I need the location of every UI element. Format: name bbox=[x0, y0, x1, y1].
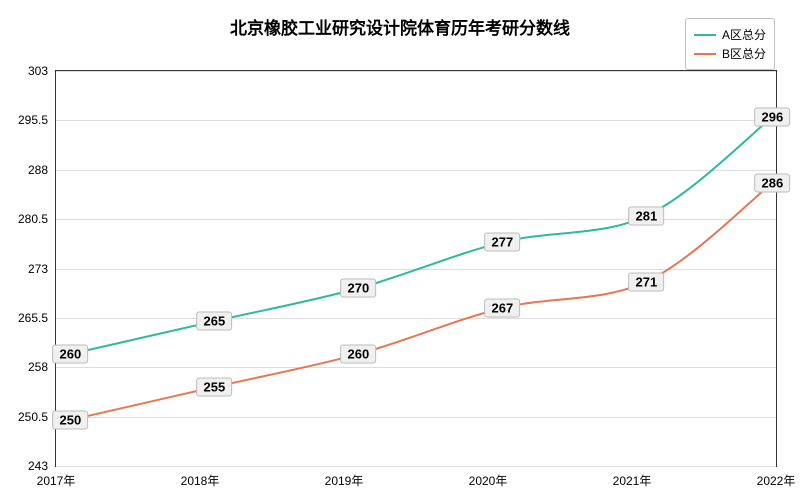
data-label: 260 bbox=[53, 345, 89, 364]
ytick-label: 250.5 bbox=[18, 410, 56, 424]
data-label: 286 bbox=[755, 173, 791, 192]
legend-item-a: A区总分 bbox=[694, 26, 766, 43]
data-label: 250 bbox=[53, 410, 89, 429]
ytick-label: 273 bbox=[28, 262, 56, 276]
xtick-label: 2022年 bbox=[757, 466, 796, 489]
legend-line-a bbox=[694, 34, 716, 36]
data-label: 267 bbox=[485, 299, 521, 318]
data-label: 265 bbox=[197, 312, 233, 331]
data-label: 260 bbox=[341, 345, 377, 364]
data-label: 296 bbox=[755, 108, 791, 127]
data-label: 270 bbox=[341, 279, 377, 298]
legend: A区总分 B区总分 bbox=[685, 18, 775, 70]
ytick-label: 258 bbox=[28, 360, 56, 374]
ytick-label: 303 bbox=[28, 64, 56, 78]
chart-container: 北京橡胶工业研究设计院体育历年考研分数线 A区总分 B区总分 243250.52… bbox=[0, 0, 800, 500]
legend-label-b: B区总分 bbox=[722, 45, 766, 62]
data-label: 255 bbox=[197, 378, 233, 397]
series-line bbox=[70, 117, 772, 354]
xtick-label: 2018年 bbox=[181, 466, 220, 489]
data-label: 271 bbox=[629, 272, 665, 291]
ytick-label: 288 bbox=[28, 163, 56, 177]
legend-item-b: B区总分 bbox=[694, 45, 766, 62]
legend-label-a: A区总分 bbox=[722, 26, 766, 43]
xtick-label: 2020年 bbox=[469, 466, 508, 489]
ytick-label: 295.5 bbox=[18, 113, 56, 127]
plot-area: 243250.5258265.5273280.5288295.53032017年… bbox=[55, 70, 777, 467]
data-label: 281 bbox=[629, 206, 665, 225]
chart-title: 北京橡胶工业研究设计院体育历年考研分数线 bbox=[230, 14, 570, 39]
ytick-label: 280.5 bbox=[18, 212, 56, 226]
gridline bbox=[56, 466, 776, 467]
lines-svg bbox=[56, 71, 776, 466]
series-line bbox=[70, 183, 772, 420]
data-label: 277 bbox=[485, 233, 521, 252]
xtick-label: 2021年 bbox=[613, 466, 652, 489]
ytick-label: 265.5 bbox=[18, 311, 56, 325]
legend-line-b bbox=[694, 53, 716, 55]
xtick-label: 2019年 bbox=[325, 466, 364, 489]
xtick-label: 2017年 bbox=[37, 466, 76, 489]
